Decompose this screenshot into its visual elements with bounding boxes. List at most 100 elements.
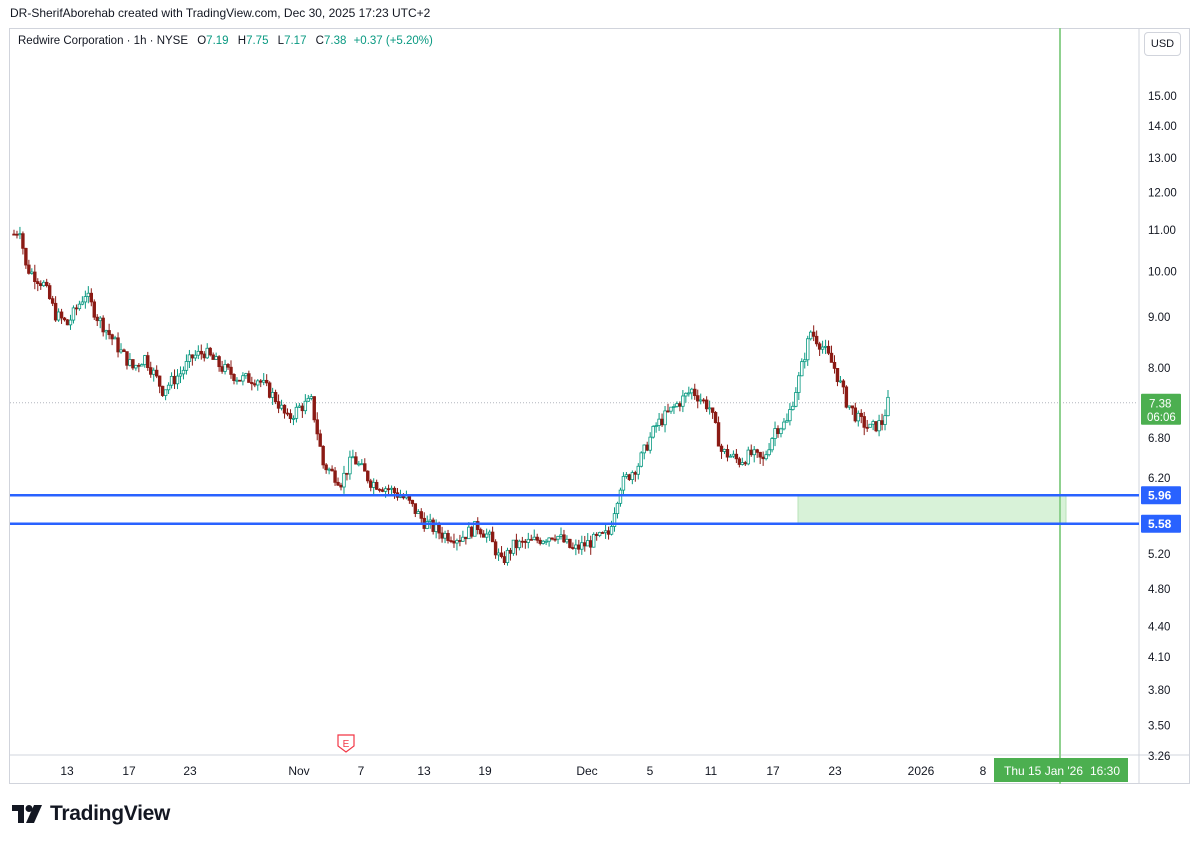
candle-body-250 bbox=[755, 449, 759, 453]
candle-body-106 bbox=[327, 468, 331, 471]
candle-body-291 bbox=[877, 420, 881, 432]
legend-close-label: C bbox=[315, 35, 324, 47]
candle-body-93 bbox=[288, 413, 293, 420]
candle-body-30 bbox=[101, 317, 105, 333]
candle-body-286 bbox=[862, 416, 866, 428]
candle-body-88 bbox=[273, 392, 278, 403]
candle-body-20 bbox=[71, 307, 76, 321]
candle-body-37 bbox=[122, 349, 126, 353]
candle-body-31 bbox=[104, 330, 108, 333]
candle-body-150 bbox=[458, 540, 462, 542]
candle-body-221 bbox=[669, 406, 673, 412]
candle-body-257 bbox=[776, 428, 780, 435]
candle-body-264 bbox=[797, 375, 801, 393]
candle-body-283 bbox=[853, 407, 857, 422]
candle-body-92 bbox=[285, 412, 290, 415]
candle-body-97 bbox=[300, 405, 305, 412]
legend-change-value: +0.37 (+5.20%) bbox=[353, 35, 433, 47]
candle-body-278 bbox=[838, 380, 843, 383]
candle-body-272 bbox=[820, 346, 825, 350]
candle-body-19 bbox=[68, 319, 73, 326]
candle-body-251 bbox=[758, 451, 762, 458]
candle-body-123 bbox=[377, 488, 382, 491]
candle-body-1 bbox=[15, 233, 19, 236]
candle-body-33 bbox=[110, 334, 114, 340]
candle-body-237 bbox=[716, 422, 721, 447]
y-tick-label-11: 4.80 bbox=[1148, 584, 1170, 596]
candle-body-191 bbox=[580, 542, 584, 550]
candle-body-259 bbox=[782, 421, 786, 430]
candle-body-7 bbox=[33, 271, 37, 282]
candle-body-235 bbox=[710, 407, 715, 413]
candle-body-193 bbox=[586, 540, 590, 547]
candle-body-271 bbox=[817, 343, 822, 350]
legend-close-value: 7.38 bbox=[323, 35, 347, 47]
candle-body-230 bbox=[696, 395, 700, 402]
y-tick-label-10: 5.20 bbox=[1148, 549, 1170, 561]
candle-body-89 bbox=[276, 401, 281, 409]
legend-low-label: L bbox=[277, 35, 285, 47]
chart-frame bbox=[9, 28, 1190, 784]
candle-body-232 bbox=[701, 399, 706, 402]
candle-body-147 bbox=[449, 540, 453, 542]
candle-body-17 bbox=[62, 317, 67, 321]
candle-body-152 bbox=[464, 536, 468, 540]
candle-body-183 bbox=[556, 536, 560, 540]
candle-body-63 bbox=[199, 350, 203, 355]
candle-body-101 bbox=[312, 396, 316, 421]
candle-body-102 bbox=[315, 419, 319, 435]
candle-body-284 bbox=[856, 412, 860, 422]
candle-body-5 bbox=[27, 264, 31, 274]
candle-body-57 bbox=[181, 369, 186, 375]
candle-body-274 bbox=[826, 345, 831, 354]
candle-body-239 bbox=[722, 449, 727, 452]
candle-body-137 bbox=[419, 511, 423, 519]
candle-body-80 bbox=[250, 382, 254, 385]
candle-body-66 bbox=[208, 347, 212, 356]
candle-body-145 bbox=[443, 532, 447, 539]
candle-body-254 bbox=[767, 449, 771, 456]
currency-button[interactable]: USD bbox=[1144, 32, 1181, 56]
candle-body-248 bbox=[749, 449, 753, 456]
legend-symbol[interactable]: Redwire Corporation · 1h · NYSE bbox=[18, 35, 189, 47]
candle-body-201 bbox=[609, 526, 614, 535]
candle-body-236 bbox=[713, 412, 718, 424]
candle-body-256 bbox=[773, 428, 777, 439]
candle-body-219 bbox=[663, 410, 667, 426]
tradingview-logo[interactable]: TradingView bbox=[12, 802, 170, 826]
candle-body-174 bbox=[529, 538, 533, 541]
candle-body-165 bbox=[502, 556, 507, 564]
x-tick-label-1: 17 bbox=[122, 764, 136, 778]
candle-body-200 bbox=[606, 530, 611, 535]
price-badge-value: 7.38 bbox=[1149, 398, 1171, 410]
candle-body-44 bbox=[143, 355, 147, 365]
candle-body-185 bbox=[562, 534, 566, 543]
candle-body-53 bbox=[169, 375, 174, 386]
candle-body-158 bbox=[482, 533, 486, 538]
y-tick-label-9: 6.20 bbox=[1148, 473, 1170, 485]
candle-body-29 bbox=[98, 317, 102, 322]
candle-body-110 bbox=[339, 484, 343, 488]
candle-body-206 bbox=[624, 474, 629, 477]
candle-body-268 bbox=[809, 331, 813, 340]
candle-body-86 bbox=[267, 382, 272, 398]
candle-body-293 bbox=[883, 415, 887, 425]
candle-body-269 bbox=[811, 331, 816, 337]
candle-body-223 bbox=[675, 403, 679, 407]
candle-body-22 bbox=[77, 303, 82, 310]
earnings-marker: E bbox=[337, 734, 355, 753]
earnings-marker-shape bbox=[337, 734, 355, 753]
candle-body-72 bbox=[226, 364, 230, 368]
candle-body-95 bbox=[294, 406, 299, 419]
candle-body-265 bbox=[800, 361, 804, 377]
candle-body-60 bbox=[190, 354, 195, 359]
candle-body-253 bbox=[764, 454, 768, 460]
candle-body-36 bbox=[119, 349, 123, 353]
candle-body-190 bbox=[577, 544, 581, 550]
candle-body-39 bbox=[128, 359, 132, 366]
candle-body-109 bbox=[336, 481, 340, 486]
candle-body-151 bbox=[461, 536, 465, 542]
candle-body-13 bbox=[50, 298, 55, 304]
level-badge-bg-1 bbox=[1141, 514, 1181, 533]
